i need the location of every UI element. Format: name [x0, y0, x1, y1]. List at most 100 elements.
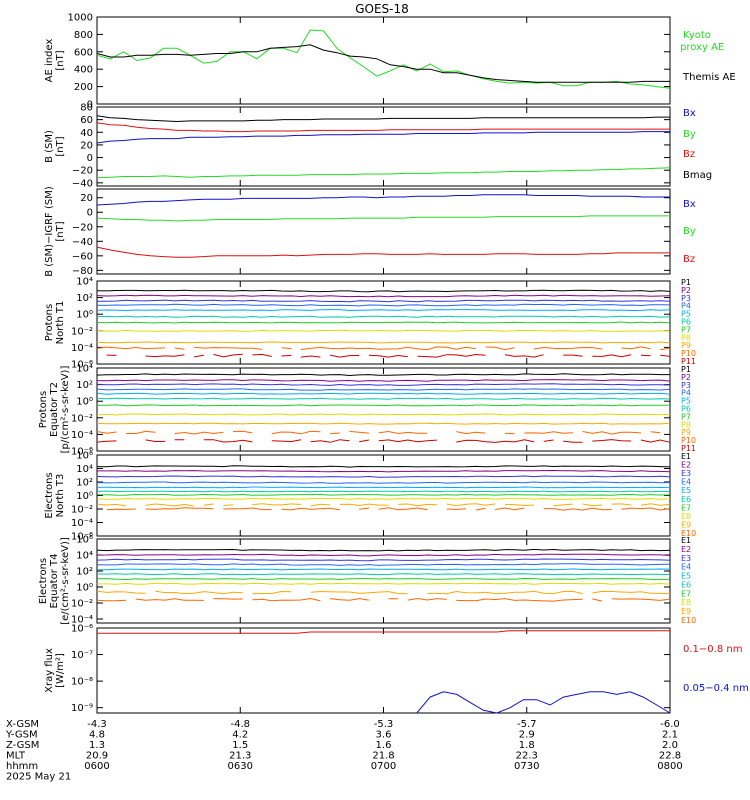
legend-item: E8 [681, 512, 691, 521]
series-line [96, 289, 671, 293]
y-tick-label: 10⁻² [71, 413, 93, 424]
y-axis-label-line: [p/(cm²-s-sr-keV)] [60, 366, 71, 454]
legend-item: P2 [681, 286, 691, 295]
series-line [96, 465, 671, 468]
series-line [96, 309, 671, 312]
series-line [97, 469, 671, 473]
series-line [96, 590, 671, 595]
legend-item: P11 [681, 444, 696, 453]
legend-item: P2 [681, 373, 691, 382]
legend-item: P7 [681, 412, 691, 421]
legend-bz: Bz [683, 254, 695, 265]
footer-value: 21.3 [229, 751, 251, 762]
y-axis-label-line: [W/m²] [55, 653, 66, 688]
series-line [96, 215, 670, 222]
y-tick-label: −40 [72, 178, 93, 189]
footer-value: 0600 [84, 761, 109, 772]
legend-long: 0.1−0.8 nm [683, 644, 742, 655]
legend-item: E2 [681, 545, 691, 554]
y-axis-label-line: Protons [44, 304, 55, 341]
legend-item: P1 [681, 278, 691, 287]
y-tick-label: −60 [72, 251, 93, 262]
y-axis-label-line: Xray flux [44, 648, 55, 693]
y-tick-label: 10⁻⁶ [71, 624, 93, 635]
legend-item: P1 [681, 365, 691, 374]
series-line [96, 194, 670, 206]
series-line [97, 431, 670, 434]
legend-item: E8 [681, 598, 691, 607]
y-tick-label: 20 [80, 193, 93, 204]
panel-6: 10⁶ 10⁴ 10² 10⁰ 10⁻² 10⁻⁴ 10⁻⁶ ElectronsNorth T… [44, 451, 671, 543]
series-line [96, 422, 671, 425]
footer-row-label: Y-GSM [5, 730, 38, 741]
y-axis-label-line: Electrons [38, 558, 49, 604]
legend-item: P9 [681, 428, 691, 437]
series-line [96, 115, 670, 123]
legend-item: E10 [681, 529, 696, 538]
y-tick-label: 40 [80, 128, 93, 139]
y-tick-label: 10² [76, 567, 93, 578]
series-line [96, 329, 671, 332]
series-line [96, 246, 670, 258]
y-axis-label: ProtonsEquator T2[p/(cm²-s-sr-keV)] [38, 366, 71, 454]
y-axis-label: B (SM)−IGRF (SM)[nT] [44, 186, 66, 277]
legend-item: E1 [681, 452, 691, 461]
y-tick-label: 10⁻⁴ [71, 343, 93, 354]
legend-item: E2 [681, 461, 691, 470]
footer-value: 0700 [371, 761, 396, 772]
y-tick-label: 60 [80, 115, 93, 126]
series-line [96, 392, 671, 395]
series-line [96, 44, 670, 83]
legend-item: P6 [681, 318, 691, 327]
legend-item: P4 [681, 302, 691, 311]
series-line [96, 29, 671, 89]
y-axis-label-line: Equator T2 [49, 382, 60, 437]
series-line [96, 475, 671, 478]
legend-bx: Bx [683, 108, 696, 119]
legend-item: E10 [681, 616, 696, 625]
y-axis-label: AE index[nT] [44, 39, 66, 83]
y-tick-label: 400 [74, 65, 93, 76]
legend-item: E5 [681, 486, 691, 495]
series-line [96, 315, 671, 318]
legend-item: P9 [681, 341, 691, 350]
y-tick-label: −20 [72, 166, 93, 177]
y-tick-label: 10⁴ [76, 277, 93, 288]
y-tick-label: 10⁰ [76, 310, 93, 321]
y-tick-label: −20 [72, 222, 93, 233]
legend-item: P10 [681, 436, 696, 445]
footer-value: 1.6 [376, 740, 392, 751]
y-axis-label-line: Equator T4 [49, 554, 60, 609]
y-axis-label: B (SM)[nT] [44, 130, 66, 163]
series-line [96, 553, 671, 557]
legend-item: E4 [681, 563, 691, 572]
legend-item: P8 [681, 333, 691, 342]
y-tick-label: 10⁻⁷ [71, 650, 93, 661]
footer-value: -5.3 [374, 719, 394, 730]
y-tick-label: 10² [76, 380, 93, 391]
legend-item: P5 [681, 310, 691, 319]
legend-item: P8 [681, 420, 691, 429]
panel-frame [96, 627, 671, 714]
y-tick-label: 10⁻⁹ [71, 703, 93, 714]
panel-3: 20 0 −20 −40 −60 −80 B (SM)−IGRF (SM)[nT] [44, 186, 671, 277]
footer-value: 1.8 [519, 740, 535, 751]
legend-item: P10 [681, 349, 696, 358]
panel-frame [96, 538, 671, 624]
footer-value: 2.1 [662, 730, 678, 741]
series-line [96, 122, 670, 133]
legend-item: E7 [681, 503, 691, 512]
footer-value: -4.3 [87, 719, 107, 730]
footer-value: -5.7 [517, 719, 537, 730]
legend-item: P4 [681, 389, 691, 398]
legend-item: P7 [681, 325, 691, 334]
series-line [106, 507, 671, 511]
footer-row-label: hhmm [6, 761, 38, 772]
series-line [96, 388, 671, 391]
y-tick-label: 10⁻⁶ [71, 532, 93, 543]
footer-row-label: X-GSM [6, 719, 39, 730]
y-axis-label-line: B (SM) [44, 130, 55, 163]
footer-value: 4.2 [232, 730, 248, 741]
y-tick-label: 10⁻⁴ [71, 615, 93, 626]
